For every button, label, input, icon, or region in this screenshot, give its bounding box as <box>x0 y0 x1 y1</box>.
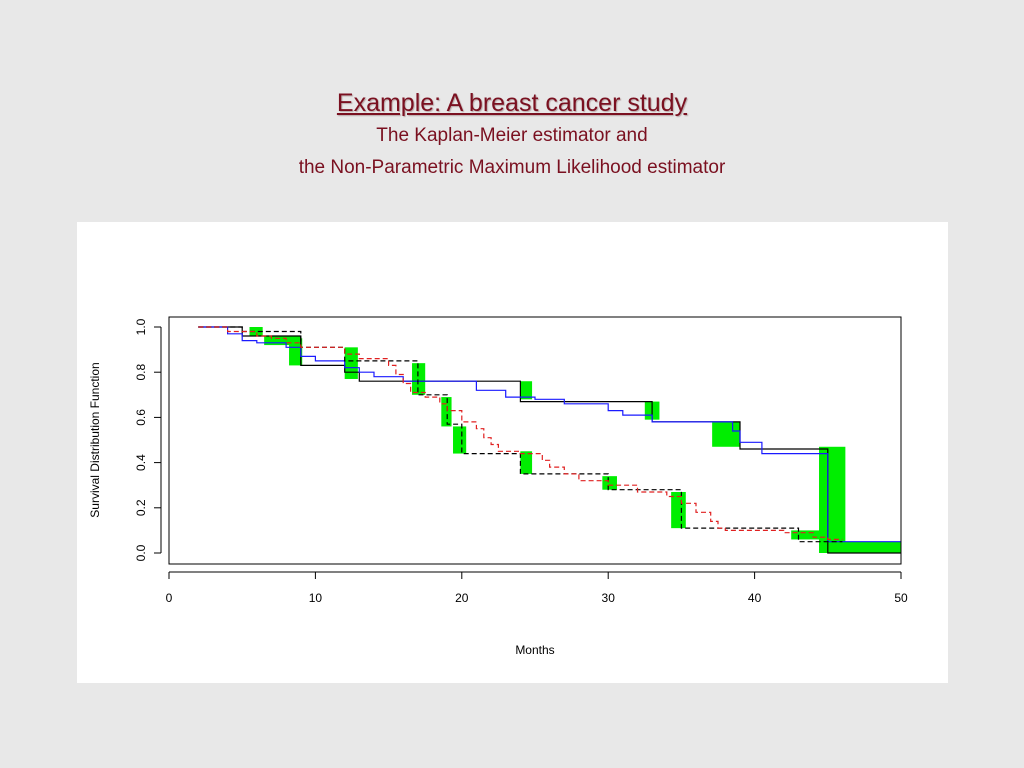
y-tick-label: 0.4 <box>134 454 148 471</box>
x-tick-label: 20 <box>455 591 469 605</box>
y-tick-label: 0.6 <box>134 409 148 426</box>
y-tick-label: 1.0 <box>134 318 148 335</box>
interval-box <box>791 530 821 540</box>
slide-title: Example: A breast cancer study <box>336 89 688 117</box>
series-line <box>198 326 843 543</box>
x-axis-label: Months <box>515 643 554 657</box>
interval-layer <box>249 327 901 553</box>
interval-box <box>520 451 533 474</box>
x-tick-label: 40 <box>748 591 762 605</box>
series-layer <box>198 326 901 554</box>
y-tick-label: 0.8 <box>134 364 148 381</box>
axes-layer: 0 10 20 30 40 50 0.0 0.2 0.4 0.6 0.8 1.0 <box>134 318 908 605</box>
slide-subtitle-line2: the Non-Parametric Maximum Likelihood es… <box>298 157 726 178</box>
interval-box <box>602 476 617 490</box>
interval-box <box>842 541 901 553</box>
interval-box <box>671 491 686 529</box>
interval-box <box>344 347 358 379</box>
x-tick-label: 30 <box>602 591 616 605</box>
slide-header: Example: A breast cancer study The Kapla… <box>0 86 1024 184</box>
series-line <box>198 326 901 554</box>
x-tick-label: 10 <box>309 591 323 605</box>
x-tick-label: 0 <box>166 591 173 605</box>
y-tick-label: 0.0 <box>134 544 148 561</box>
interval-box <box>441 397 452 427</box>
y-tick-label: 0.2 <box>134 499 148 516</box>
interval-box <box>264 336 301 346</box>
interval-box <box>289 338 303 366</box>
interval-box <box>249 327 263 337</box>
survival-chart: 0 10 20 30 40 50 0.0 0.2 0.4 0.6 0.8 1.0 Months Sur… <box>88 316 908 657</box>
interval-box <box>712 421 740 447</box>
interval-box <box>520 381 533 400</box>
y-axis-label: Survival Distribution Function <box>88 362 102 517</box>
interval-box <box>819 446 846 553</box>
series-line <box>198 326 843 540</box>
series-line <box>198 326 901 543</box>
x-tick-label: 50 <box>894 591 908 605</box>
slide-subtitle-line1: The Kaplan-Meier estimator and <box>376 125 648 146</box>
interval-box <box>453 426 467 454</box>
plot-panel: 0 10 20 30 40 50 0.0 0.2 0.4 0.6 0.8 1.0 Months Sur… <box>77 222 948 683</box>
plot-frame <box>168 316 902 565</box>
interval-box <box>412 363 426 395</box>
